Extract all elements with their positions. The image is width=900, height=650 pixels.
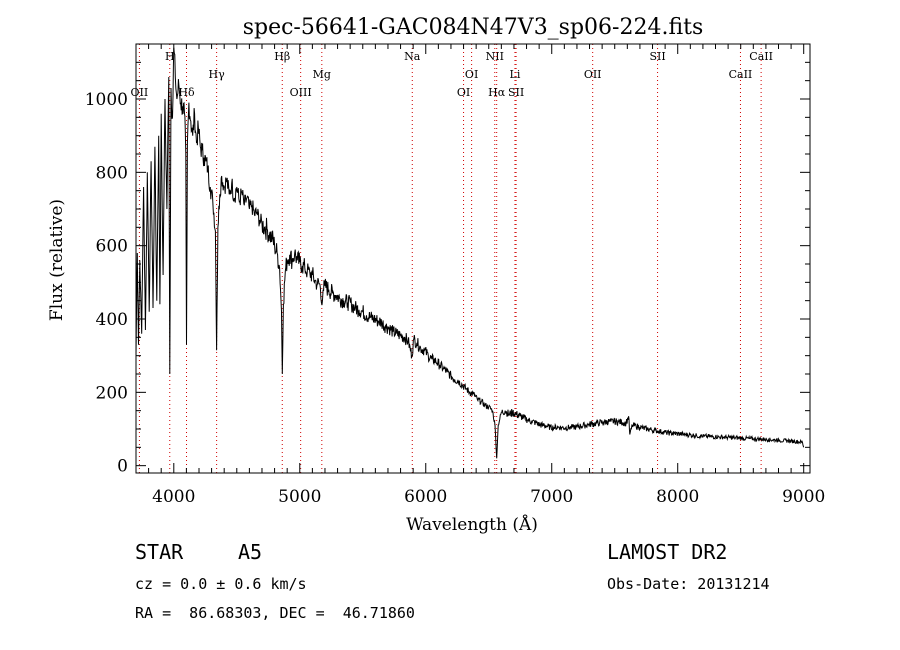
y-axis: 0 200 400 600 800 1000 [85,61,810,477]
y-tick-label: 200 [96,383,128,403]
line-marker-label: OI [457,86,470,99]
y-tick-label: 600 [96,237,128,257]
line-marker-label: Mg [313,68,331,81]
line-marker-label: H [165,50,175,63]
x-tick-label: 8000 [656,487,699,507]
y-tick-label: 400 [96,310,128,330]
line-marker-label: OIII [290,86,312,99]
x-axis-label: Wavelength (Å) [406,514,538,535]
spectrum-series [135,47,805,459]
line-marker-label: OI [465,68,478,81]
line-marker-label: Hδ [178,86,195,99]
coordinates-readout: RA = 86.68303, DEC = 46.71860 [135,604,415,622]
line-marker-label: Hβ [274,50,290,63]
y-tick-label: 0 [117,457,128,477]
x-tick-label: 6000 [404,487,447,507]
x-tick-label: 5000 [278,487,321,507]
chart-title: spec-56641-GAC084N47V3_sp06-224.fits [243,15,704,40]
redshift-readout: cz = 0.0 ± 0.6 km/s [135,575,307,593]
line-marker-label: SII [508,86,524,99]
x-tick-label: 4000 [152,487,195,507]
x-tick-label: 9000 [782,487,825,507]
y-axis-label: Flux (relative) [47,199,67,321]
x-tick-label: 7000 [530,487,573,507]
line-marker-label: NII [486,50,504,63]
survey-name: LAMOST DR2 [607,540,728,564]
y-tick-label: 800 [96,163,128,183]
spectrum-line [135,47,805,459]
line-marker-label: SII [649,50,665,63]
line-marker-label: Hα [488,86,506,99]
object-subclass: A5 [238,540,263,564]
line-marker-label: Hγ [209,68,226,81]
line-marker-label: CaII [749,50,773,63]
line-marker-label: Li [510,68,521,81]
line-marker-label: OII [584,68,602,81]
observation-date: Obs-Date: 20131214 [607,575,770,593]
plot-frame [135,43,811,474]
y-tick-label: 1000 [85,90,128,110]
line-marker-label: OII [131,86,149,99]
line-marker-label: CaII [729,68,753,81]
x-axis: 4000 5000 6000 7000 8000 9000 [135,44,825,507]
object-class: STAR [135,540,184,564]
line-marker-label: Na [404,50,421,63]
